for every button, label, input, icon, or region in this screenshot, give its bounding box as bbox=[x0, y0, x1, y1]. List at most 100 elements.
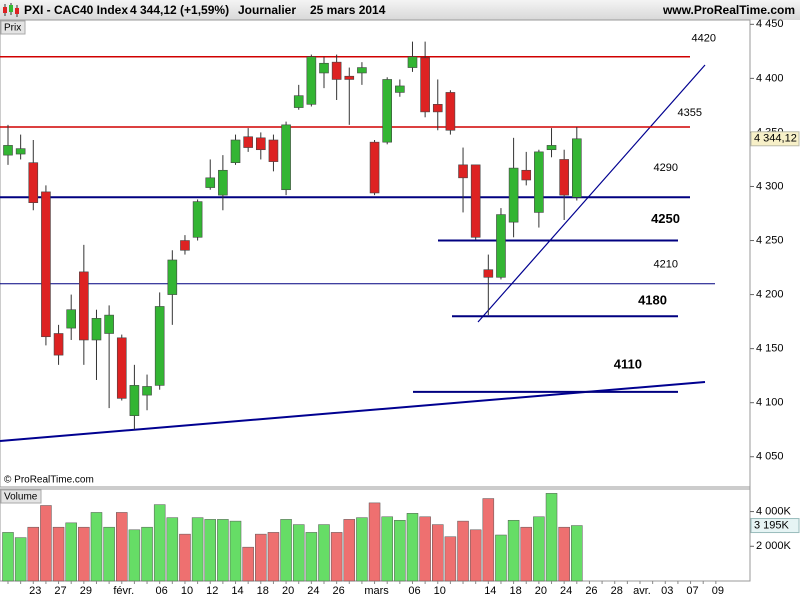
volume-bar bbox=[14, 537, 27, 582]
candle-body bbox=[395, 85, 405, 93]
x-tick-label: 03 bbox=[661, 585, 673, 597]
price-panel bbox=[0, 19, 751, 488]
volume-bar bbox=[482, 498, 495, 582]
volume-bar bbox=[406, 513, 419, 582]
candle-body bbox=[508, 167, 519, 223]
volume-bar bbox=[558, 526, 570, 582]
volume-bar bbox=[318, 524, 330, 582]
y-tick-label: 4 050 bbox=[756, 451, 784, 463]
volume-bar bbox=[457, 520, 469, 582]
copyright: © ProRealTime.com bbox=[4, 475, 94, 486]
volume-bar bbox=[280, 519, 292, 582]
candle-body bbox=[205, 177, 216, 188]
candle-body bbox=[319, 62, 329, 74]
y-tick-label: 4 100 bbox=[756, 397, 784, 409]
candle-body bbox=[142, 386, 152, 396]
x-tick-label: 26 bbox=[333, 585, 345, 597]
level-label: 4180 bbox=[638, 293, 667, 308]
candle-body bbox=[15, 148, 26, 155]
site: www.ProRealTime.com bbox=[662, 3, 795, 17]
candle-body bbox=[357, 67, 367, 74]
x-tick-label: 14 bbox=[484, 585, 496, 597]
volume-bar bbox=[166, 517, 179, 582]
level-label: 4110 bbox=[614, 356, 642, 371]
candle-body bbox=[470, 164, 481, 238]
volume-bar bbox=[2, 532, 14, 582]
candle-body bbox=[53, 333, 64, 356]
volume-bar bbox=[520, 526, 532, 582]
candle-body bbox=[268, 139, 279, 162]
last-volume-label: 3 195K bbox=[754, 519, 790, 531]
volume-bar bbox=[90, 512, 103, 582]
volume-bar bbox=[394, 519, 406, 582]
x-tick-label: 06 bbox=[156, 585, 168, 597]
level-label: 4420 bbox=[692, 33, 716, 45]
period: Journalier bbox=[238, 3, 296, 17]
candle-body bbox=[192, 201, 203, 238]
volume-bar bbox=[229, 520, 242, 582]
x-tick-label: 10 bbox=[434, 585, 446, 597]
header-bar bbox=[0, 0, 800, 20]
candle-body bbox=[281, 124, 291, 191]
candle-body bbox=[331, 61, 342, 80]
level-label: 4290 bbox=[654, 162, 678, 174]
candle-body bbox=[432, 104, 443, 113]
trend-line bbox=[477, 64, 706, 323]
volume-bar bbox=[116, 512, 128, 582]
x-tick-label: 24 bbox=[560, 585, 572, 597]
x-tick-label: 06 bbox=[408, 585, 420, 597]
candle-body bbox=[41, 191, 51, 338]
quote: 4 344,12 (+1,59%) bbox=[130, 3, 229, 17]
volume-bar bbox=[305, 532, 318, 582]
candle-body bbox=[218, 169, 228, 196]
candle-body bbox=[382, 79, 393, 143]
volume-bar bbox=[242, 546, 254, 582]
volume-bar bbox=[65, 522, 77, 582]
x-tick-label: 24 bbox=[307, 585, 319, 597]
volume-bar bbox=[40, 505, 52, 582]
x-tick-label: avr. bbox=[633, 585, 651, 597]
candle-body bbox=[167, 259, 178, 295]
candle-body bbox=[369, 141, 380, 194]
level-label: 4355 bbox=[678, 107, 702, 119]
candle-body bbox=[445, 92, 456, 131]
candle-body bbox=[458, 164, 468, 179]
volume-bar bbox=[204, 519, 216, 582]
instrument: PXI - CAC40 Index bbox=[24, 3, 128, 17]
panel-tag bbox=[0, 489, 42, 504]
volume-bar bbox=[78, 526, 90, 582]
candle-body bbox=[91, 318, 102, 341]
volume-bar bbox=[444, 536, 457, 582]
candle-body bbox=[483, 269, 494, 278]
candle-body bbox=[3, 145, 13, 156]
volume-bar bbox=[545, 493, 558, 582]
volume-bar bbox=[571, 525, 583, 582]
volume-bar bbox=[368, 502, 381, 582]
price-label: Prix bbox=[4, 23, 21, 34]
candle-body bbox=[79, 271, 89, 341]
candle-body bbox=[129, 385, 140, 416]
candle-body bbox=[293, 95, 304, 108]
candle-body bbox=[255, 137, 266, 151]
x-tick-label: 18 bbox=[257, 585, 269, 597]
x-tick-label: 09 bbox=[712, 585, 724, 597]
candle-body bbox=[534, 151, 544, 213]
candle-body bbox=[306, 56, 317, 105]
volume-bar bbox=[507, 519, 520, 582]
x-tick-label: 29 bbox=[80, 585, 92, 597]
candle-body bbox=[104, 314, 114, 334]
volume-bar bbox=[179, 533, 191, 582]
volume-bar bbox=[356, 517, 368, 582]
candle-body bbox=[28, 162, 39, 203]
candle-body bbox=[496, 214, 506, 278]
x-tick-label: 14 bbox=[231, 585, 243, 597]
volume-bar bbox=[52, 526, 65, 582]
volume-bar bbox=[343, 519, 356, 582]
level-label: 4210 bbox=[654, 259, 678, 271]
volume-bar bbox=[432, 524, 444, 582]
volume-bar bbox=[469, 529, 482, 582]
volume-bar bbox=[330, 532, 343, 582]
x-tick-label: 12 bbox=[206, 585, 218, 597]
volume-bar bbox=[255, 533, 267, 582]
